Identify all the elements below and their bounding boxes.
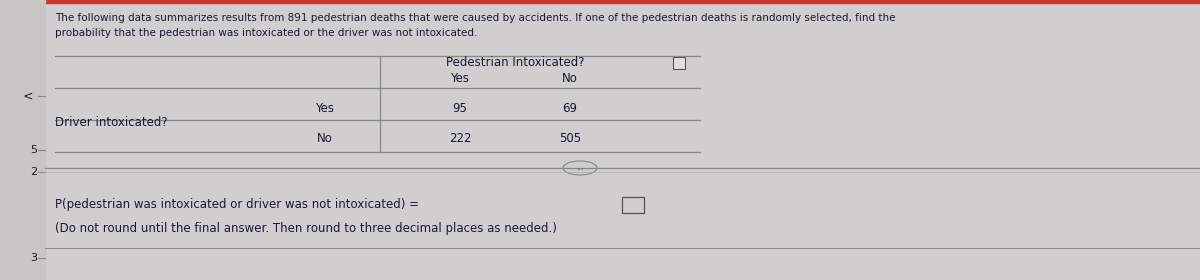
Text: Pedestrian Intoxicated?: Pedestrian Intoxicated? bbox=[445, 55, 584, 69]
Text: (Do not round until the final answer. Then round to three decimal places as need: (Do not round until the final answer. Th… bbox=[55, 222, 557, 235]
Text: ...: ... bbox=[576, 164, 583, 172]
FancyBboxPatch shape bbox=[622, 197, 644, 213]
Text: 222: 222 bbox=[449, 132, 472, 144]
Text: P(pedestrian was intoxicated or driver was not intoxicated) =: P(pedestrian was intoxicated or driver w… bbox=[55, 198, 419, 211]
Text: probability that the pedestrian was intoxicated or the driver was not intoxicate: probability that the pedestrian was into… bbox=[55, 28, 478, 38]
Text: The following data summarizes results from 891 pedestrian deaths that were cause: The following data summarizes results fr… bbox=[55, 13, 895, 23]
Bar bbox=[0, 0, 1200, 3]
Text: No: No bbox=[317, 132, 332, 144]
FancyBboxPatch shape bbox=[673, 57, 685, 69]
Text: 505: 505 bbox=[559, 132, 581, 144]
Text: 3: 3 bbox=[30, 253, 37, 263]
Text: No: No bbox=[562, 73, 578, 85]
Text: Yes: Yes bbox=[316, 102, 335, 115]
Text: 5: 5 bbox=[30, 145, 37, 155]
Text: Driver intoxicated?: Driver intoxicated? bbox=[55, 116, 168, 129]
Text: 69: 69 bbox=[563, 102, 577, 115]
Text: 2: 2 bbox=[30, 167, 37, 177]
Bar bbox=[0, 0, 46, 280]
Text: <: < bbox=[23, 90, 34, 102]
Text: Yes: Yes bbox=[450, 73, 469, 85]
Text: 95: 95 bbox=[452, 102, 468, 115]
Ellipse shape bbox=[563, 161, 598, 175]
